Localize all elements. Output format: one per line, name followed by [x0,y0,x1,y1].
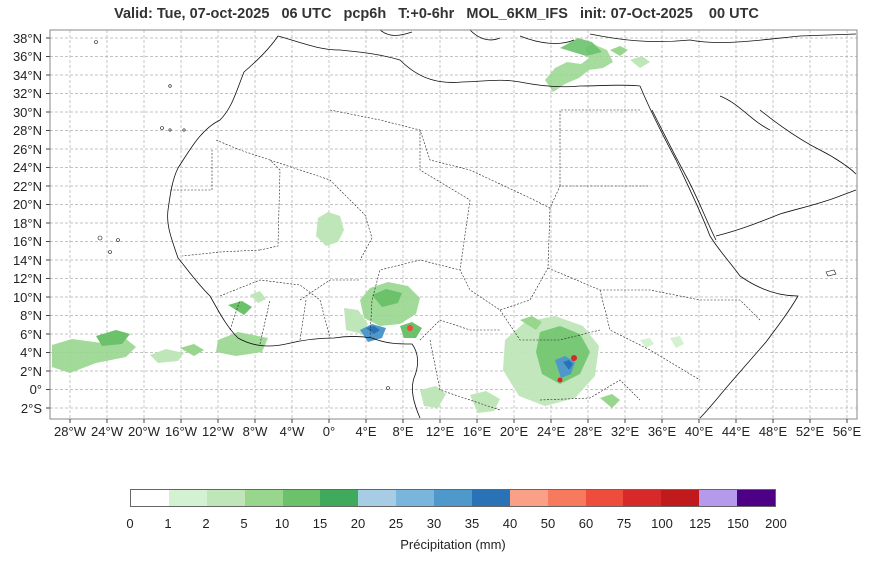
colorbar-segment [320,490,359,506]
colorbar-segment [737,490,775,506]
colorbar-segment [699,490,737,506]
lon-label: 44°E [721,424,751,439]
colorbar-segment [434,490,472,506]
graticule [50,30,857,419]
colorbar-tick-label: 75 [616,516,632,531]
colorbar-tick-label: 1 [164,516,172,531]
lat-label: 28°N [12,123,42,138]
colorbar-tick-label: 60 [578,516,594,531]
precipitation-colorbar [130,489,776,507]
colorbar-segment [547,490,586,506]
lat-label: 16°N [12,234,42,249]
lat-label: 20°N [12,197,42,212]
colorbar-tick-label: 125 [689,516,711,531]
colorbar-segment [168,490,207,506]
lat-label: 12°N [12,271,42,286]
precipitation-areas [52,38,684,413]
colorbar-tick-label: 40 [502,516,518,531]
lat-label: 0° [29,382,42,397]
lon-label: 16°E [462,424,492,439]
lon-label: 4°W [279,424,305,439]
lon-label: 24°W [91,424,123,439]
colorbar-tick-label: 150 [727,516,749,531]
lon-label: 8°W [242,424,268,439]
colorbar-tick-label: 2 [202,516,210,531]
lon-label: 20°E [499,424,529,439]
colorbar-segment [623,490,662,506]
lon-label: 12°W [202,424,234,439]
lat-label: 2°N [20,363,42,379]
colorbar-segment [244,490,283,506]
lat-label: 24°N [12,160,42,175]
colorbar-tick-label: 10 [274,516,290,531]
lon-label: 12°E [425,424,455,439]
colorbar-segment [585,490,624,506]
coastlines [167,30,857,419]
map-title: Valid: Tue, 07-oct-2025 06 UTC pcp6h T:+… [114,6,759,22]
colorbar-tick-label: 35 [464,516,480,531]
lat-label: 18°N [12,215,42,231]
lat-label: 34°N [12,67,42,83]
colorbar-segment [358,490,397,506]
colorbar-tick-label: 5 [240,516,248,531]
colorbar-tick-label: 30 [426,516,442,531]
lon-label: 28°E [573,424,603,439]
colorbar-tick-label: 200 [765,516,787,531]
lat-label: 32°N [12,86,42,101]
lat-label: 14°N [12,252,42,268]
lon-label: 56°E [832,424,862,439]
lon-label: 32°E [610,424,640,439]
colorbar-tick-label: 20 [350,516,366,531]
colorbar-segment [396,490,434,506]
lon-label: 52°E [795,424,825,439]
lon-label: 36°E [647,424,677,439]
lon-label: 4°E [355,424,377,439]
country-borders [170,109,761,411]
colorbar-segment [509,490,548,506]
lat-label: 10°N [12,289,42,305]
lon-label: 48°E [758,424,788,439]
lat-label: 30°N [12,104,42,120]
lat-label: 38°N [12,30,42,46]
colorbar-tick-label: 100 [651,516,673,531]
colorbar-tick-label: 25 [388,516,404,531]
lat-label: 2°S [20,400,42,416]
colorbar-segment [661,490,700,506]
lat-label: 4°N [20,345,42,360]
lat-label: 26°N [12,141,42,157]
lon-label: 20°W [128,424,160,439]
colorbar-tick-label: 0 [126,516,134,531]
map-border [49,29,858,420]
lon-label: 8°E [392,424,414,439]
colorbar-segment [282,490,321,506]
lat-label: 36°N [12,49,42,64]
colorbar-segment [131,490,169,506]
lon-label: 40°E [684,424,714,439]
colorbar-tick-label: 50 [540,516,556,531]
lon-label: 28°W [54,424,86,439]
lon-label: 24°E [536,424,566,439]
colorbar-tick-label: 15 [312,516,328,531]
colorbar-segment [206,490,245,506]
lat-label: 8°N [20,308,42,323]
lat-label: 6°N [20,326,42,342]
colorbar-segment [471,490,510,506]
lat-label: 22°N [12,178,42,194]
lon-label: 0° [322,424,336,439]
lon-label: 16°W [165,424,197,439]
colorbar-label: Précipitation (mm) [400,537,506,552]
